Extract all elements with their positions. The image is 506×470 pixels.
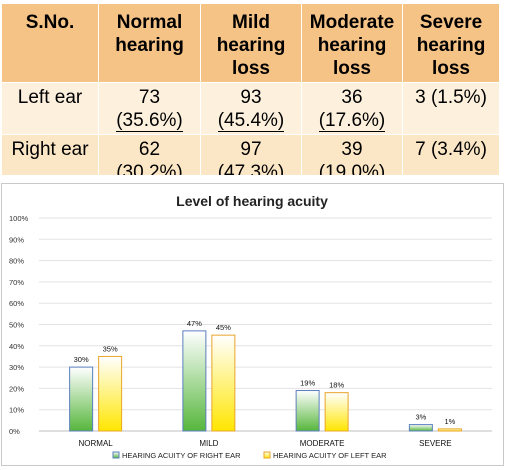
row-label-left-ear: Left ear bbox=[1, 82, 99, 135]
bars bbox=[69, 330, 462, 432]
table-row-left-ear: Left ear 73 (35.6%) 93 (45.4%) 36 (17.6%… bbox=[1, 82, 500, 135]
row-label-right-ear: Right ear bbox=[1, 134, 99, 175]
data-label: 47% bbox=[187, 319, 202, 328]
cell-count: 73 bbox=[138, 87, 161, 108]
data-labels: 30% 35% 47% 45% 19% 18% 3% 1% bbox=[74, 319, 456, 426]
bar-right-ear bbox=[295, 390, 320, 432]
cell-count: 62 bbox=[138, 139, 161, 160]
data-label: 19% bbox=[300, 379, 315, 388]
y-tick-label: 40% bbox=[9, 342, 24, 351]
bar-left-ear bbox=[98, 355, 123, 432]
y-tick-label: 0% bbox=[9, 427, 20, 436]
header-text: Severe bbox=[419, 12, 483, 33]
bar-left-ear bbox=[437, 428, 462, 432]
header-text: loss bbox=[431, 58, 471, 79]
cell-count: 97 bbox=[240, 139, 262, 160]
y-tick-label: 20% bbox=[9, 384, 24, 393]
y-tick-label: 90% bbox=[9, 235, 24, 244]
legend: HEARING ACUITY OF RIGHT EAR HEARING ACUIT… bbox=[112, 451, 387, 460]
cell-count-percent: 7 (3.4%) bbox=[415, 139, 487, 160]
hearing-table-container: S.No. Normal hearing Mild hearing loss M… bbox=[1, 3, 505, 175]
cell-right-severe: 7 (3.4%) bbox=[402, 134, 500, 175]
bar-right-ear bbox=[69, 366, 94, 432]
cell-count: 39 bbox=[341, 139, 363, 160]
x-category-label: MODERATE bbox=[300, 439, 345, 448]
header-text: Mild bbox=[232, 12, 270, 33]
header-sno: S.No. bbox=[1, 3, 99, 83]
header-mild-hearing-loss: Mild hearing loss bbox=[200, 3, 302, 83]
y-tick-label: 80% bbox=[9, 257, 24, 266]
row-label-text: Right ear bbox=[11, 139, 89, 160]
cell-percent: (35.6%) bbox=[116, 110, 183, 132]
data-label: 35% bbox=[103, 344, 118, 353]
y-axis-ticks: 0% 10% 20% 30% 40% 50% 60% 70% 80% 90% 100% bbox=[9, 214, 29, 436]
header-text: Normal bbox=[116, 12, 183, 33]
cell-percent: (45.4%) bbox=[217, 110, 285, 132]
legend-label: HEARING ACUITY OF RIGHT EAR bbox=[122, 451, 241, 460]
header-text: S.No. bbox=[25, 12, 75, 33]
data-label: 30% bbox=[74, 355, 89, 364]
header-text: hearing bbox=[317, 35, 387, 56]
y-tick-label: 70% bbox=[9, 278, 24, 287]
cell-right-moderate: 39 (19.0%) bbox=[301, 134, 403, 175]
y-tick-label: 100% bbox=[9, 214, 29, 223]
cell-count: 93 bbox=[240, 87, 262, 108]
x-category-label: NORMAL bbox=[79, 439, 114, 448]
y-tick-label: 10% bbox=[9, 406, 24, 415]
bar-right-ear bbox=[182, 330, 207, 432]
hearing-table: S.No. Normal hearing Mild hearing loss M… bbox=[1, 3, 500, 175]
cell-left-mild: 93 (45.4%) bbox=[200, 82, 302, 135]
data-label: 1% bbox=[444, 417, 455, 426]
cell-percent: (17.6%) bbox=[318, 110, 386, 132]
legend-swatch bbox=[263, 451, 271, 459]
header-moderate-hearing-loss: Moderate hearing loss bbox=[301, 3, 403, 83]
header-normal-hearing: Normal hearing bbox=[98, 3, 201, 83]
header-text: loss bbox=[332, 58, 372, 79]
table-header-row: S.No. Normal hearing Mild hearing loss M… bbox=[1, 3, 500, 83]
header-text: loss bbox=[231, 58, 271, 79]
hearing-acuity-chart: Level of hearing acuity 0% 10% 20% 30% 40% 50… bbox=[1, 183, 504, 466]
x-category-label: SEVERE bbox=[419, 439, 451, 448]
chart-title: Level of hearing acuity bbox=[176, 193, 328, 209]
cell-left-severe: 3 (1.5%) bbox=[402, 82, 500, 135]
cell-right-normal: 62 (30.2%) bbox=[98, 134, 201, 175]
chart-canvas: Level of hearing acuity 0% 10% 20% 30% 40% 50… bbox=[9, 193, 492, 460]
data-label: 18% bbox=[329, 381, 344, 390]
header-severe-hearing-loss: Severe hearing loss bbox=[402, 3, 500, 83]
y-tick-label: 50% bbox=[9, 321, 24, 330]
y-tick-label: 30% bbox=[9, 363, 24, 372]
cell-percent: (30.2%) bbox=[116, 162, 183, 175]
data-label: 45% bbox=[216, 323, 231, 332]
y-tick-label: 60% bbox=[9, 299, 24, 308]
header-text: hearing bbox=[416, 35, 486, 56]
header-text: Moderate bbox=[309, 12, 395, 33]
bar-right-ear bbox=[408, 424, 433, 432]
data-label: 3% bbox=[415, 413, 426, 422]
header-text: hearing bbox=[115, 35, 184, 56]
legend-swatch bbox=[112, 451, 120, 459]
legend-label: HEARING ACUITY OF LEFT EAR bbox=[273, 451, 387, 460]
cell-count-percent: 3 (1.5%) bbox=[415, 87, 487, 108]
cell-percent: (47.3%) bbox=[218, 162, 285, 175]
cell-percent: (19.0%) bbox=[319, 162, 386, 175]
x-axis-categories: NORMAL MILD MODERATE SEVERE bbox=[79, 439, 452, 448]
cell-count: 36 bbox=[341, 87, 363, 108]
bar-left-ear bbox=[324, 392, 349, 432]
table-row-right-ear: Right ear 62 (30.2%) 97 (47.3%) 39 (19.0… bbox=[1, 134, 500, 175]
row-label-text: Left ear bbox=[17, 87, 83, 108]
cell-left-normal: 73 (35.6%) bbox=[98, 82, 201, 135]
cell-right-mild: 97 (47.3%) bbox=[200, 134, 302, 175]
x-category-label: MILD bbox=[199, 439, 218, 448]
cell-left-moderate: 36 (17.6%) bbox=[301, 82, 403, 135]
bar-left-ear bbox=[211, 334, 236, 432]
header-text: hearing bbox=[216, 35, 286, 56]
